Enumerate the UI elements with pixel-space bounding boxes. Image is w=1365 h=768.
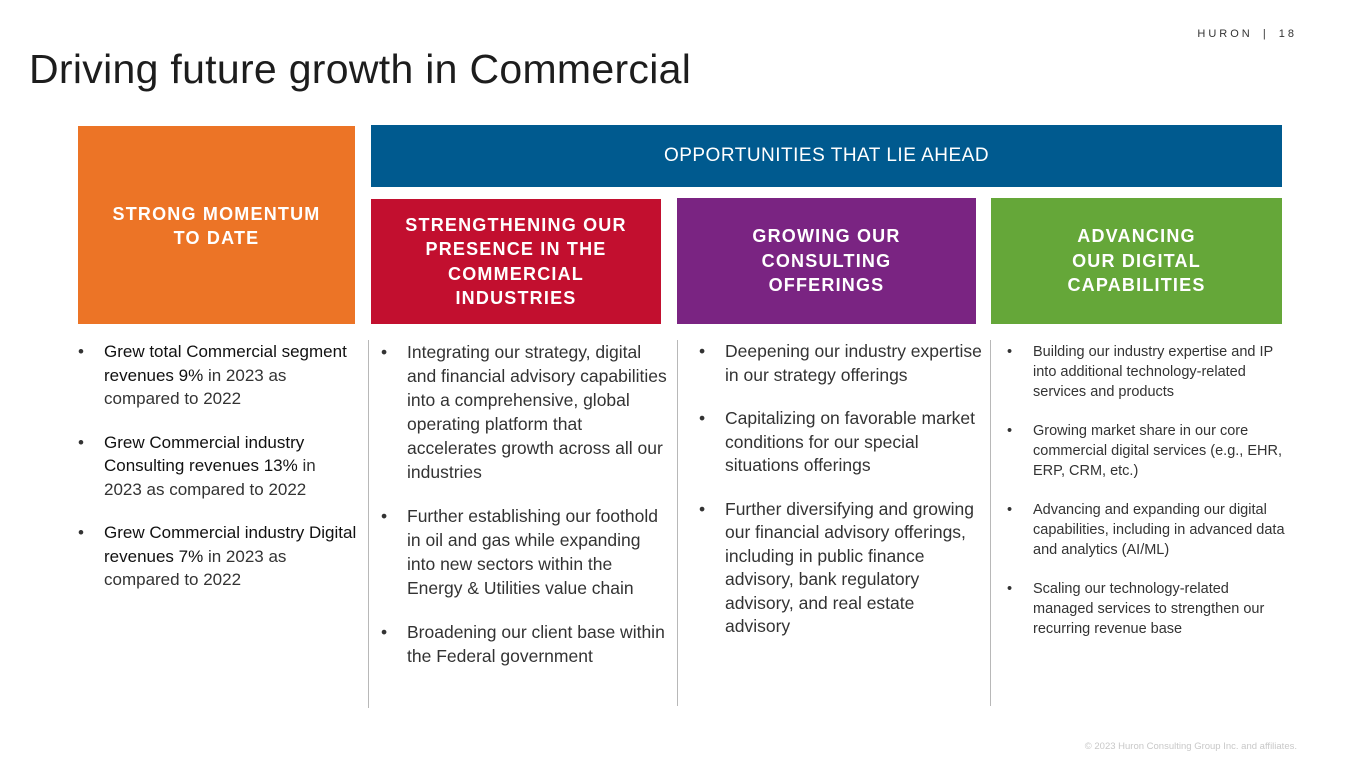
- strengthening-header: STRENGTHENING OUR PRESENCE IN THE COMMER…: [371, 199, 661, 324]
- digital-header: ADVANCING OUR DIGITAL CAPABILITIES: [991, 198, 1282, 324]
- momentum-header: STRONG MOMENTUM TO DATE: [78, 126, 355, 324]
- digital-header-line: OUR DIGITAL: [1072, 250, 1201, 271]
- column-divider: [990, 340, 991, 706]
- bullet-text: in 2023 as compared to 2022: [104, 546, 287, 590]
- list-item: Building our industry expertise and IP i…: [1007, 342, 1292, 402]
- list-item: Advancing and expanding our digital capa…: [1007, 500, 1292, 560]
- list-item: Grew Commercial industry Digital revenue…: [78, 521, 358, 592]
- bullet-highlight: Grew Commercial industry Consulting reve…: [104, 432, 305, 476]
- strengthening-header-line: STRENGTHENING OUR: [405, 214, 627, 235]
- page-number: 18: [1278, 28, 1297, 40]
- momentum-header-line: STRONG MOMENTUM: [112, 204, 321, 224]
- list-item: Deepening our industry expertise in our …: [699, 340, 984, 387]
- copyright-footer: © 2023 Huron Consulting Group Inc. and a…: [1084, 741, 1297, 752]
- digital-column: Building our industry expertise and IP i…: [1007, 342, 1292, 658]
- digital-header-line: ADVANCING: [1077, 226, 1196, 247]
- consulting-header: GROWING OUR CONSULTING OFFERINGS: [677, 198, 976, 324]
- column-divider: [677, 340, 678, 706]
- momentum-header-line: TO DATE: [173, 228, 260, 248]
- list-item: Grew Commercial industry Consulting reve…: [78, 431, 358, 502]
- strengthening-header-line: COMMERCIAL: [448, 263, 584, 284]
- bullet-text: in 2023 as compared to 2022: [104, 456, 316, 499]
- list-item: Capitalizing on favorable market conditi…: [699, 407, 984, 478]
- momentum-bullet-list: Grew total Commercial segment revenues 9…: [78, 340, 358, 592]
- list-item: Grew total Commercial segment revenues 9…: [78, 340, 358, 411]
- list-item: Integrating our strategy, digital and fi…: [381, 340, 671, 484]
- bullet-highlight: Grew Commercial industry Digital revenue…: [104, 523, 357, 566]
- list-item: Broadening our client base within the Fe…: [381, 620, 671, 668]
- brand-separator: |: [1262, 28, 1269, 40]
- strengthening-header-line: INDUSTRIES: [455, 288, 577, 308]
- strengthening-bullet-list: Integrating our strategy, digital and fi…: [381, 340, 671, 668]
- consulting-bullet-list: Deepening our industry expertise in our …: [699, 340, 984, 639]
- page-title: Driving future growth in Commercial: [29, 46, 692, 92]
- opportunities-header: OPPORTUNITIES THAT LIE AHEAD: [371, 125, 1282, 187]
- momentum-column: Grew total Commercial segment revenues 9…: [78, 340, 358, 612]
- consulting-header-line: GROWING OUR: [752, 226, 901, 247]
- bullet-highlight: Grew total Commercial segment revenues 9…: [104, 342, 347, 385]
- strengthening-header-line: PRESENCE IN THE: [425, 239, 607, 259]
- list-item: Growing market share in our core commerc…: [1007, 421, 1292, 481]
- consulting-header-line: OFFERINGS: [768, 275, 885, 296]
- list-item: Further establishing our foothold in oil…: [381, 504, 671, 600]
- consulting-column: Deepening our industry expertise in our …: [699, 340, 984, 659]
- list-item: Further diversifying and growing our fin…: [699, 498, 984, 639]
- consulting-header-line: CONSULTING: [761, 250, 892, 271]
- column-divider: [368, 340, 369, 708]
- digital-header-line: CAPABILITIES: [1067, 275, 1206, 296]
- bullet-text: in 2023 as compared to 2022: [104, 365, 287, 409]
- brand-name: HURON: [1197, 28, 1253, 40]
- digital-bullet-list: Building our industry expertise and IP i…: [1007, 342, 1292, 639]
- strengthening-column: Integrating our strategy, digital and fi…: [381, 340, 671, 688]
- list-item: Scaling our technology-related managed s…: [1007, 579, 1292, 639]
- brand-header: HURON | 18: [1197, 28, 1297, 40]
